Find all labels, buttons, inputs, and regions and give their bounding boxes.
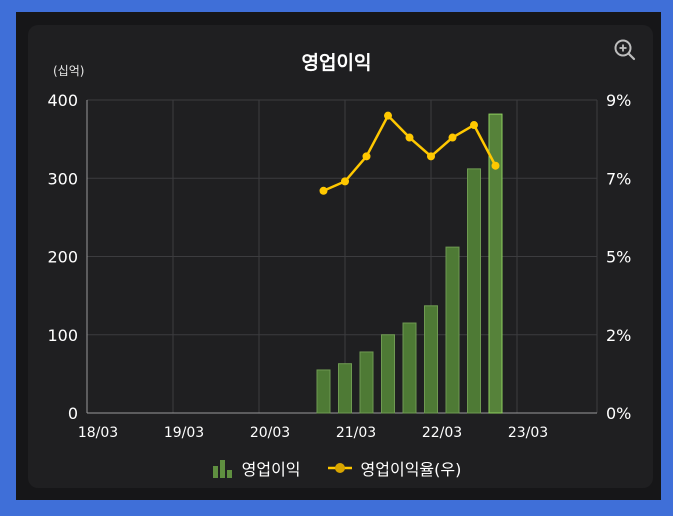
margin-point (427, 152, 435, 161)
margin-point (319, 186, 328, 195)
y-left-tick-label: 300 (47, 169, 78, 188)
x-tick-label: 23/03 (508, 425, 548, 441)
bar (488, 113, 503, 414)
y-right-tick-label: 2% (606, 326, 631, 345)
y-left-tick-label: 0 (68, 404, 78, 423)
left-axis-unit: (십억) (53, 64, 85, 78)
x-tick-label: 20/03 (250, 425, 290, 441)
y-left-tick-label: 400 (47, 91, 78, 110)
x-tick-label: 22/03 (422, 425, 462, 441)
margin-point (362, 152, 371, 161)
y-left-tick-label: 200 (47, 248, 78, 267)
x-tick-label: 19/03 (164, 425, 204, 441)
margin-point (405, 133, 414, 142)
x-tick-label: 18/03 (78, 425, 118, 441)
bar (381, 334, 395, 414)
legend-item-operating-margin[interactable]: 영업이익율(우) (327, 456, 462, 480)
y-left-tick-label: 100 (47, 326, 78, 345)
chart-title: 영업이익 (301, 52, 372, 74)
zoom-in-icon[interactable] (612, 37, 638, 63)
bar (467, 168, 481, 414)
bar (424, 305, 438, 414)
legend-item-operating-profit[interactable]: 영업이익 (212, 456, 301, 480)
bar-series-icon (212, 460, 232, 478)
bar (338, 363, 352, 414)
bar (402, 322, 417, 414)
legend: 영업이익 영업이익율(우) (0, 456, 673, 480)
margin-point (448, 133, 457, 142)
margin-point (470, 121, 478, 130)
bar (359, 351, 374, 414)
line-series-icon (327, 463, 352, 473)
margin-point (384, 111, 392, 120)
y-right-tick-label: 0% (606, 404, 631, 423)
bar (445, 246, 460, 414)
bar (316, 369, 331, 414)
legend-label-operating-profit: 영업이익 (241, 460, 301, 479)
y-right-tick-label: 9% (606, 91, 631, 110)
y-right-tick-label: 5% (606, 248, 631, 267)
y-right-tick-label: 7% (606, 169, 631, 188)
margin-point (341, 177, 349, 186)
x-tick-label: 21/03 (336, 425, 376, 441)
margin-point (491, 161, 500, 170)
legend-label-operating-margin: 영업이익율(우) (360, 460, 462, 479)
